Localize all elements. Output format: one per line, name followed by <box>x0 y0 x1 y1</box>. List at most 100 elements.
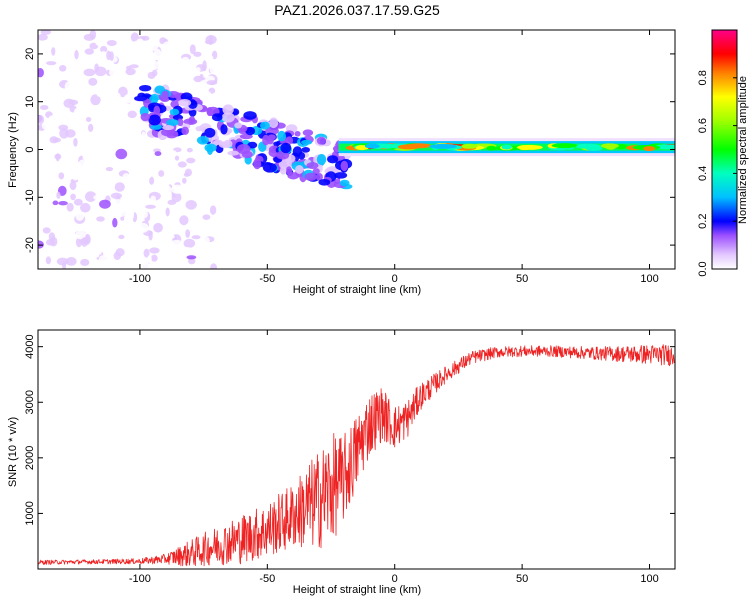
noise-blob <box>41 120 53 131</box>
noise-blob <box>100 45 108 53</box>
noise-blob <box>120 53 130 60</box>
trend-blob <box>334 172 348 179</box>
noise-blob <box>211 50 218 60</box>
trend-blob <box>262 162 277 173</box>
noise-blob <box>153 48 162 60</box>
noise-blob <box>145 204 156 209</box>
noise-blob <box>115 248 125 257</box>
y-tick-label: -20 <box>24 237 36 253</box>
trend-blob <box>153 105 161 116</box>
spectrogram-xlabel: Height of straight line (km) <box>293 284 421 296</box>
carrier-blob <box>574 143 602 149</box>
noise-blob <box>189 44 196 55</box>
noise-blob <box>171 192 182 203</box>
noise-blob <box>136 222 149 234</box>
noise-blob <box>76 60 81 71</box>
noise-blob <box>70 32 80 41</box>
noise-blob <box>210 263 218 269</box>
noise-blob <box>80 237 89 247</box>
noise-blob <box>163 174 170 184</box>
noise-blob <box>83 68 96 77</box>
noise-blob <box>186 157 196 164</box>
noise-blob <box>193 215 200 226</box>
noise-blob <box>126 79 132 85</box>
noise-blob <box>149 247 160 254</box>
trend-blob <box>312 168 320 175</box>
noise-blob <box>136 209 148 219</box>
colorbar-tick-label: 0.4 <box>697 166 709 181</box>
noise-blob <box>78 159 91 167</box>
noise-blob <box>114 182 125 192</box>
trend-blob <box>294 131 301 137</box>
noise-blob <box>75 70 81 77</box>
noise-blob <box>195 67 201 73</box>
noise-blob <box>147 263 154 269</box>
noise-blob <box>200 198 207 203</box>
noise-blob <box>186 255 197 260</box>
colorbar-label: Normalized spectral amplitude <box>737 76 749 224</box>
colorbar: 0.0 0.2 0.4 0.6 0.8 Normalized spectral ampl… <box>697 29 749 277</box>
noise-blob <box>93 194 102 201</box>
noise-blob <box>213 83 219 90</box>
noise-blob <box>130 32 139 43</box>
snr-frame <box>37 329 676 570</box>
noise-blob <box>150 254 158 262</box>
trend-blob <box>161 90 170 99</box>
trend-blob <box>222 104 234 115</box>
noise-blob <box>122 173 131 183</box>
trend-blob <box>148 114 161 126</box>
noise-blob <box>69 181 77 191</box>
noise-blob <box>118 234 125 240</box>
noise-blob <box>94 63 99 73</box>
noise-blob <box>99 199 111 209</box>
trend-blob <box>318 178 331 186</box>
snr-line <box>38 344 675 567</box>
trend-blob <box>302 129 314 137</box>
noise-blob <box>140 123 147 130</box>
noise-blob <box>42 227 51 234</box>
noise-blob <box>89 221 98 228</box>
chart-title: PAZ1.2026.037.17.59.G25 <box>274 2 440 18</box>
carrier-blob <box>486 145 497 151</box>
noise-blob <box>190 263 200 269</box>
noise-blob <box>150 35 158 43</box>
noise-blob <box>130 176 136 182</box>
noise-blob <box>172 212 177 218</box>
carrier-blob <box>600 143 619 149</box>
trend-blob <box>253 158 262 170</box>
trend-blob <box>285 166 293 176</box>
noise-blob <box>45 256 52 265</box>
x-tick-label: -50 <box>259 573 275 585</box>
noise-blob <box>73 198 83 206</box>
carrier-blob <box>643 146 656 152</box>
colorbar-frame <box>711 29 738 270</box>
noise-blob <box>139 165 146 173</box>
trend-blob <box>339 179 350 187</box>
noise-blob <box>168 234 175 239</box>
noise-blob <box>58 124 69 131</box>
noise-blob <box>45 61 57 66</box>
x-tick-label: 50 <box>516 273 528 285</box>
noise-blob <box>116 123 125 134</box>
noise-blob <box>65 237 74 245</box>
noise-blob <box>98 176 105 182</box>
trend-blob <box>134 95 148 102</box>
noise-blob <box>111 208 119 214</box>
noise-blob <box>204 39 214 45</box>
noise-blob <box>158 170 165 177</box>
trend-blob <box>316 136 326 145</box>
noise-blob <box>96 91 107 98</box>
trend-blob <box>196 136 209 145</box>
noise-blob <box>196 115 206 120</box>
noise-blob <box>201 90 212 99</box>
noise-blob <box>206 80 218 86</box>
noise-blob <box>202 214 211 220</box>
carrier-blob <box>397 144 420 150</box>
y-tick-label: 4000 <box>24 334 36 358</box>
noise-blob <box>144 169 152 179</box>
noise-blob <box>181 247 193 253</box>
y-tick-label: 10 <box>24 96 36 108</box>
noise-blob <box>70 193 76 201</box>
